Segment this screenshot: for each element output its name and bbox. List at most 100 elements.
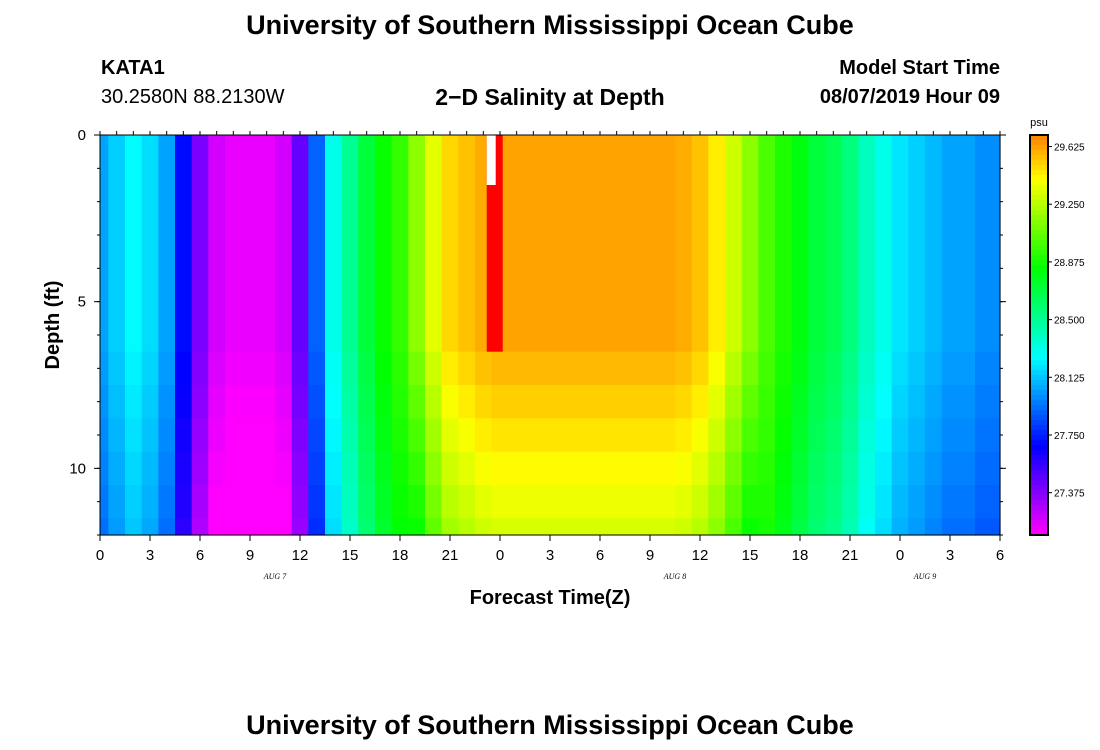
colorbar-swatch <box>1030 455 1048 461</box>
x-tick-label: 3 <box>546 547 554 564</box>
colorbar-swatch <box>1030 250 1048 256</box>
heatmap-cell <box>825 518 843 536</box>
colorbar-swatch <box>1030 280 1048 286</box>
colorbar-swatch <box>1030 525 1048 531</box>
heatmap-cell <box>475 451 493 486</box>
heatmap-cell <box>125 485 143 519</box>
heatmap-cell <box>675 485 693 519</box>
x-tick-label: 12 <box>292 547 309 564</box>
station-id: KATA1 <box>101 57 165 79</box>
colorbar-swatch <box>1030 270 1048 276</box>
heatmap-cell <box>875 518 893 536</box>
heatmap-cell <box>625 385 643 419</box>
heatmap-cell <box>758 518 776 536</box>
heatmap-cell <box>875 135 893 353</box>
heatmap-cell <box>358 485 376 519</box>
heatmap-cell <box>375 418 393 453</box>
colorbar-swatch <box>1030 480 1048 486</box>
heatmap-cell <box>458 451 476 486</box>
heatmap-cell <box>575 385 593 419</box>
heatmap-cell <box>425 135 443 353</box>
heatmap-cell <box>141 485 159 519</box>
heatmap-cell <box>208 485 226 519</box>
heatmap-cell <box>208 518 226 536</box>
heatmap-cell <box>375 485 393 519</box>
x-tick-label: 15 <box>742 547 759 564</box>
heatmap-cell <box>825 418 843 453</box>
heatmap-cell <box>241 351 259 386</box>
heatmap-cell <box>758 418 776 453</box>
heatmap-cell <box>175 385 193 419</box>
heatmap-cell <box>275 485 293 519</box>
heatmap-cell <box>975 135 993 353</box>
heatmap-cell <box>708 385 726 419</box>
colorbar-tick-label: 28.125 <box>1054 373 1085 384</box>
heatmap-cell <box>591 385 609 419</box>
heatmap-cell <box>125 518 143 536</box>
colorbar-swatch <box>1030 175 1048 181</box>
heatmap-cell <box>275 451 293 486</box>
colorbar-swatch <box>1030 420 1048 426</box>
heatmap-cell <box>408 135 426 353</box>
heatmap-cell <box>758 351 776 386</box>
heatmap-cell <box>258 451 276 486</box>
heatmap-cell <box>525 418 543 453</box>
heatmap-cell <box>941 385 959 419</box>
heatmap-cell <box>608 135 626 353</box>
heatmap-cell <box>641 485 659 519</box>
x-date-label: AUG 7 <box>263 572 287 581</box>
colorbar-swatch <box>1030 520 1048 526</box>
heatmap-cell <box>241 518 259 536</box>
heatmap-cell <box>375 351 393 386</box>
heatmap-cell <box>258 418 276 453</box>
model-start-label: Model Start Time <box>839 57 1000 79</box>
heatmap-cell <box>241 135 259 353</box>
heatmap-cell <box>158 485 176 519</box>
heatmap-cell <box>175 418 193 453</box>
colorbar-swatch <box>1030 165 1048 171</box>
x-tick-label: 21 <box>442 547 459 564</box>
y-tick-label: 10 <box>69 460 86 477</box>
heatmap-cell <box>425 485 443 519</box>
heatmap-cell <box>508 351 526 386</box>
heatmap-cell <box>841 351 859 386</box>
heatmap-cell <box>858 385 876 419</box>
colorbar-swatch <box>1030 260 1048 266</box>
heatmap-cell <box>358 135 376 353</box>
heatmap-cell <box>658 418 676 453</box>
heatmap-cell <box>991 485 1001 519</box>
heatmap-cell <box>100 135 109 353</box>
heatmap-cell <box>508 135 526 353</box>
colorbar-swatch <box>1030 530 1048 536</box>
colorbar-swatch <box>1030 230 1048 236</box>
colorbar-swatch <box>1030 360 1048 366</box>
x-axis-label: Forecast Time(Z) <box>470 587 631 609</box>
heatmap-cell <box>608 485 626 519</box>
colorbar-swatch <box>1030 145 1048 151</box>
x-tick-label: 12 <box>692 547 709 564</box>
colorbar-swatch <box>1030 150 1048 156</box>
heatmap-cell <box>958 518 976 536</box>
colorbar-swatch <box>1030 320 1048 326</box>
heatmap-cell <box>441 485 459 519</box>
colorbar-swatch <box>1030 285 1048 291</box>
heatmap-cell <box>475 518 493 536</box>
heatmap-cell <box>891 385 909 419</box>
heatmap-cell <box>191 485 209 519</box>
heatmap-cell <box>291 418 309 453</box>
heatmap-cell <box>508 385 526 419</box>
heatmap-cell <box>758 485 776 519</box>
colorbar-tick-label: 28.875 <box>1054 258 1085 269</box>
heatmap-cell <box>591 418 609 453</box>
heatmap-cell <box>958 351 976 386</box>
heatmap-cell <box>658 485 676 519</box>
heatmap-cell <box>291 385 309 419</box>
heatmap-cell <box>925 418 943 453</box>
heatmap-cell <box>308 451 326 486</box>
heatmap-cell <box>291 518 309 536</box>
heatmap-cell <box>125 135 143 353</box>
heatmap-cell <box>158 135 176 353</box>
colorbar-swatch <box>1030 300 1048 306</box>
heatmap-cell <box>100 451 109 486</box>
